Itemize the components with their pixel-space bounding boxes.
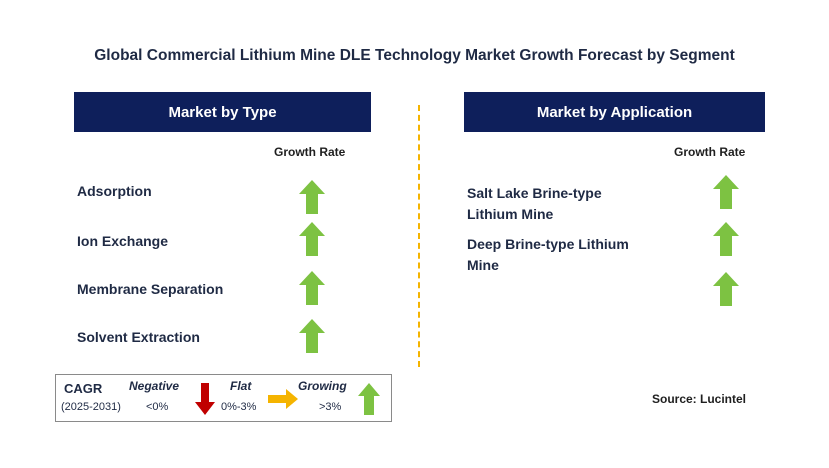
- legend-growing-value: >3%: [319, 401, 342, 413]
- application-growth-rate-label: Growth Rate: [674, 145, 746, 159]
- arrow-up-icon: [299, 222, 325, 256]
- arrow-up-icon: [358, 383, 380, 415]
- legend-period: (2025-2031): [61, 401, 121, 413]
- legend-negative-value: <0%: [146, 401, 169, 413]
- legend-flat-label: Flat: [230, 379, 252, 393]
- market-by-type-header: Market by Type: [74, 92, 371, 132]
- panel-divider: [418, 105, 420, 367]
- application-item-label-line1: Salt Lake Brine-type: [467, 185, 602, 201]
- source-label: Source: Lucintel: [652, 392, 747, 406]
- legend-flat-value: 0%-3%: [221, 401, 257, 413]
- arrow-down-icon: [195, 383, 215, 415]
- market-by-application-header-label: Market by Application: [536, 103, 693, 121]
- application-item-label-line2: Mine: [467, 257, 499, 273]
- type-item-membrane-separation: Membrane Separation: [77, 281, 224, 297]
- arrow-up-icon: [713, 175, 739, 209]
- type-item-ion-exchange: Ion Exchange: [77, 233, 169, 249]
- type-growth-rate-label: Growth Rate: [274, 145, 346, 159]
- page-title: Global Commercial Lithium Mine DLE Techn…: [94, 47, 735, 64]
- arrow-up-icon: [299, 271, 325, 305]
- legend-cagr-label: CAGR: [64, 381, 103, 396]
- arrow-up-icon: [713, 272, 739, 306]
- type-item-adsorption: Adsorption: [77, 183, 152, 199]
- legend-negative-label: Negative: [129, 379, 180, 393]
- market-by-application-header: Market by Application: [464, 92, 765, 132]
- application-item-salt-lake-brine: Salt Lake Brine-type Lithium Mine: [467, 183, 602, 225]
- type-item-solvent-extraction: Solvent Extraction: [77, 329, 200, 345]
- arrow-up-icon: [299, 180, 325, 214]
- market-by-type-header-label: Market by Type: [168, 103, 277, 121]
- legend-growing-label: Growing: [298, 379, 347, 393]
- application-item-label-line1: Deep Brine-type Lithium: [467, 236, 629, 252]
- arrow-right-icon: [268, 389, 298, 409]
- cagr-legend: CAGR (2025-2031) Negative <0% Flat 0%-3%…: [55, 374, 392, 422]
- application-item-label-line2: Lithium Mine: [467, 206, 554, 222]
- application-item-deep-brine: Deep Brine-type Lithium Mine: [467, 234, 629, 276]
- arrow-up-icon: [299, 319, 325, 353]
- arrow-up-icon: [713, 222, 739, 256]
